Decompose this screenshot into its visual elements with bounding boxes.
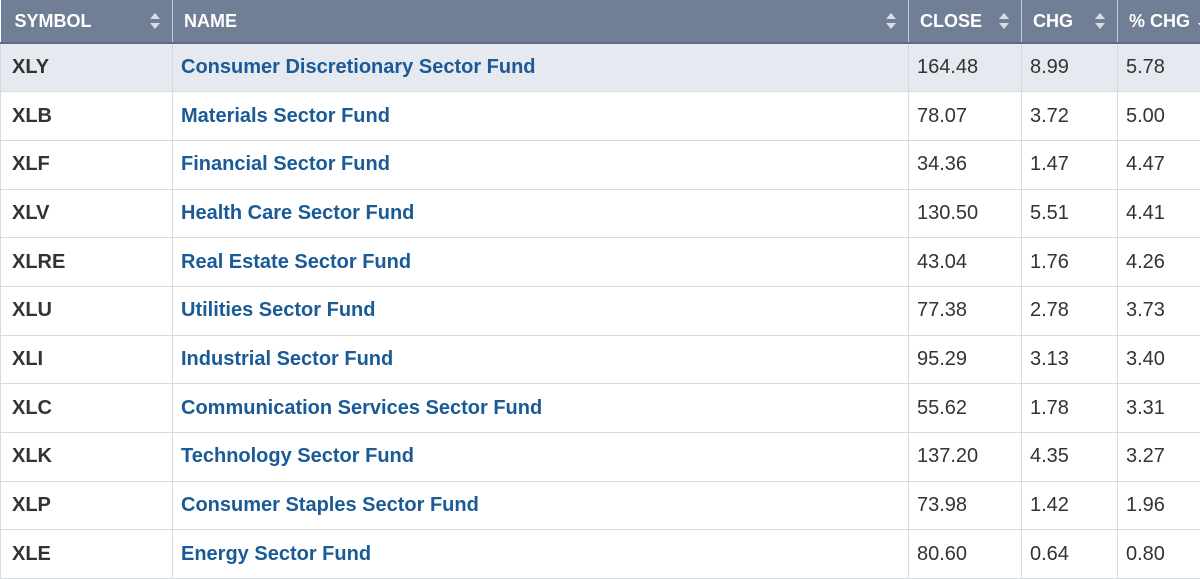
chg-cell: 5.51 (1022, 189, 1118, 238)
pct-chg-cell: 5.78 (1118, 43, 1200, 92)
table-row[interactable]: XLI Industrial Sector Fund 95.29 3.13 3.… (1, 335, 1200, 384)
fund-name-link[interactable]: Technology Sector Fund (173, 433, 909, 482)
column-header-label: CLOSE (920, 11, 982, 31)
fund-name-link[interactable]: Financial Sector Fund (173, 140, 909, 189)
symbol-cell: XLP (1, 481, 173, 530)
fund-name-link[interactable]: Communication Services Sector Fund (173, 384, 909, 433)
close-cell: 55.62 (909, 384, 1022, 433)
sort-icon[interactable] (999, 13, 1009, 29)
table-row[interactable]: XLU Utilities Sector Fund 77.38 2.78 3.7… (1, 286, 1200, 335)
chg-cell: 1.47 (1022, 140, 1118, 189)
column-header-label: % CHG (1129, 11, 1190, 31)
fund-name-link[interactable]: Health Care Sector Fund (173, 189, 909, 238)
table-row[interactable]: XLE Energy Sector Fund 80.60 0.64 0.80 (1, 530, 1200, 579)
symbol-cell: XLU (1, 286, 173, 335)
table-body: XLY Consumer Discretionary Sector Fund 1… (1, 43, 1200, 579)
pct-chg-cell: 4.41 (1118, 189, 1200, 238)
column-header-chg[interactable]: CHG (1022, 0, 1118, 43)
close-cell: 164.48 (909, 43, 1022, 92)
symbol-cell: XLE (1, 530, 173, 579)
table-row[interactable]: XLV Health Care Sector Fund 130.50 5.51 … (1, 189, 1200, 238)
fund-name-link[interactable]: Energy Sector Fund (173, 530, 909, 579)
pct-chg-cell: 3.40 (1118, 335, 1200, 384)
close-cell: 130.50 (909, 189, 1022, 238)
close-cell: 95.29 (909, 335, 1022, 384)
pct-chg-cell: 3.31 (1118, 384, 1200, 433)
column-header-symbol[interactable]: SYMBOL (1, 0, 173, 43)
column-header-label: CHG (1033, 11, 1073, 31)
table-row[interactable]: XLK Technology Sector Fund 137.20 4.35 3… (1, 433, 1200, 482)
column-header-pct-chg[interactable]: % CHG (1118, 0, 1200, 43)
table-row[interactable]: XLRE Real Estate Sector Fund 43.04 1.76 … (1, 238, 1200, 287)
chg-cell: 1.78 (1022, 384, 1118, 433)
column-header-close[interactable]: CLOSE (909, 0, 1022, 43)
chg-cell: 1.76 (1022, 238, 1118, 287)
table-header: SYMBOL NAME CLOSE CHG % CHG (1, 0, 1200, 43)
sort-icon[interactable] (886, 13, 896, 29)
symbol-cell: XLB (1, 92, 173, 141)
table-row[interactable]: XLP Consumer Staples Sector Fund 73.98 1… (1, 481, 1200, 530)
chg-cell: 8.99 (1022, 43, 1118, 92)
pct-chg-cell: 5.00 (1118, 92, 1200, 141)
close-cell: 77.38 (909, 286, 1022, 335)
table-row[interactable]: XLB Materials Sector Fund 78.07 3.72 5.0… (1, 92, 1200, 141)
symbol-cell: XLC (1, 384, 173, 433)
pct-chg-cell: 1.96 (1118, 481, 1200, 530)
symbol-cell: XLI (1, 335, 173, 384)
table-row[interactable]: XLC Communication Services Sector Fund 5… (1, 384, 1200, 433)
chg-cell: 4.35 (1022, 433, 1118, 482)
pct-chg-cell: 3.73 (1118, 286, 1200, 335)
table-row[interactable]: XLF Financial Sector Fund 34.36 1.47 4.4… (1, 140, 1200, 189)
symbol-cell: XLV (1, 189, 173, 238)
table-row[interactable]: XLY Consumer Discretionary Sector Fund 1… (1, 43, 1200, 92)
header-row: SYMBOL NAME CLOSE CHG % CHG (1, 0, 1200, 43)
close-cell: 73.98 (909, 481, 1022, 530)
fund-name-link[interactable]: Real Estate Sector Fund (173, 238, 909, 287)
pct-chg-cell: 0.80 (1118, 530, 1200, 579)
chg-cell: 3.72 (1022, 92, 1118, 141)
symbol-cell: XLY (1, 43, 173, 92)
pct-chg-cell: 4.47 (1118, 140, 1200, 189)
chg-cell: 3.13 (1022, 335, 1118, 384)
close-cell: 43.04 (909, 238, 1022, 287)
fund-name-link[interactable]: Consumer Staples Sector Fund (173, 481, 909, 530)
column-header-label: SYMBOL (15, 11, 92, 31)
column-header-name[interactable]: NAME (173, 0, 909, 43)
close-cell: 137.20 (909, 433, 1022, 482)
fund-name-link[interactable]: Consumer Discretionary Sector Fund (173, 43, 909, 92)
symbol-cell: XLF (1, 140, 173, 189)
chg-cell: 1.42 (1022, 481, 1118, 530)
close-cell: 80.60 (909, 530, 1022, 579)
symbol-cell: XLK (1, 433, 173, 482)
chg-cell: 0.64 (1022, 530, 1118, 579)
pct-chg-cell: 4.26 (1118, 238, 1200, 287)
pct-chg-cell: 3.27 (1118, 433, 1200, 482)
column-header-label: NAME (184, 11, 237, 31)
sort-icon[interactable] (150, 13, 160, 29)
sort-icon[interactable] (1095, 13, 1105, 29)
fund-name-link[interactable]: Industrial Sector Fund (173, 335, 909, 384)
symbol-cell: XLRE (1, 238, 173, 287)
close-cell: 78.07 (909, 92, 1022, 141)
chg-cell: 2.78 (1022, 286, 1118, 335)
fund-name-link[interactable]: Materials Sector Fund (173, 92, 909, 141)
close-cell: 34.36 (909, 140, 1022, 189)
fund-name-link[interactable]: Utilities Sector Fund (173, 286, 909, 335)
